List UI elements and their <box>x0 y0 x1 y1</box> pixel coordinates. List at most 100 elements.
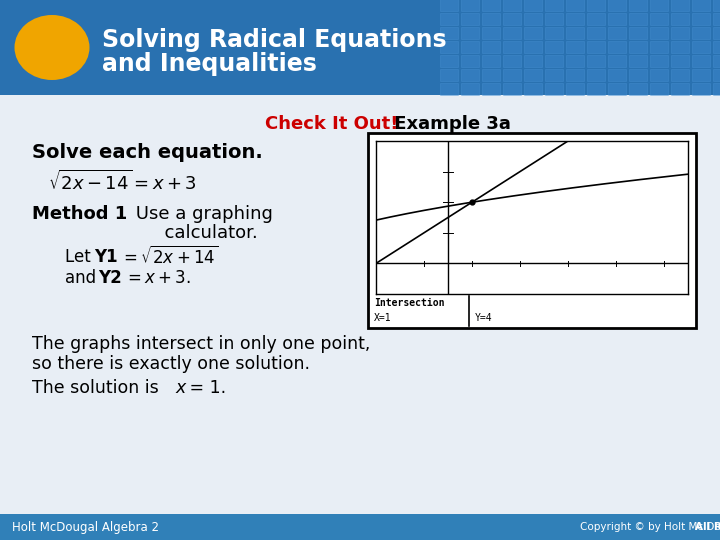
Bar <box>713 69 720 81</box>
Bar <box>440 83 458 95</box>
Bar <box>566 41 584 53</box>
Bar <box>671 83 689 95</box>
Text: $= \sqrt{2x+14}$: $= \sqrt{2x+14}$ <box>115 246 218 268</box>
Text: Example 3a: Example 3a <box>388 115 511 133</box>
Bar <box>671 27 689 39</box>
Bar <box>440 41 458 53</box>
Bar <box>587 0 605 11</box>
Text: Method 1: Method 1 <box>32 205 127 223</box>
Bar <box>0 95 720 514</box>
Bar <box>461 55 479 67</box>
Ellipse shape <box>14 15 89 80</box>
Bar <box>650 69 668 81</box>
Bar <box>587 41 605 53</box>
Text: and Inequalities: and Inequalities <box>102 52 317 76</box>
Bar <box>629 69 647 81</box>
Text: Intersection: Intersection <box>374 298 444 308</box>
Bar <box>503 55 521 67</box>
Bar <box>545 0 563 11</box>
Bar <box>692 69 710 81</box>
Bar <box>461 69 479 81</box>
Bar <box>692 0 710 11</box>
Text: Y2: Y2 <box>98 269 122 287</box>
Bar <box>650 83 668 95</box>
Bar <box>524 41 542 53</box>
Bar <box>524 27 542 39</box>
Bar <box>524 55 542 67</box>
Text: X=1: X=1 <box>374 313 392 323</box>
Text: The solution is: The solution is <box>32 379 164 397</box>
Bar <box>650 27 668 39</box>
Text: Let: Let <box>65 248 96 266</box>
Bar <box>608 13 626 25</box>
Bar <box>524 83 542 95</box>
Bar <box>440 69 458 81</box>
Bar <box>440 55 458 67</box>
Bar <box>650 55 668 67</box>
Bar <box>629 41 647 53</box>
Bar <box>503 83 521 95</box>
Bar <box>692 13 710 25</box>
Bar <box>461 13 479 25</box>
Bar <box>608 55 626 67</box>
Bar <box>503 69 521 81</box>
Bar <box>545 41 563 53</box>
Bar <box>671 69 689 81</box>
Bar <box>482 0 500 11</box>
Bar <box>0 0 720 95</box>
Bar <box>587 27 605 39</box>
Text: so there is exactly one solution.: so there is exactly one solution. <box>32 355 310 373</box>
Text: calculator.: calculator. <box>130 224 258 242</box>
Bar <box>566 27 584 39</box>
Bar <box>692 27 710 39</box>
Bar <box>566 55 584 67</box>
Bar <box>482 69 500 81</box>
Text: Y1: Y1 <box>94 248 117 266</box>
Bar <box>692 83 710 95</box>
Text: x: x <box>175 379 185 397</box>
Text: $= x +3.$: $= x +3.$ <box>119 269 191 287</box>
Bar <box>629 13 647 25</box>
Bar <box>650 0 668 11</box>
Bar <box>713 13 720 25</box>
Bar <box>608 41 626 53</box>
Bar <box>503 0 521 11</box>
Text: The graphs intersect in only one point,: The graphs intersect in only one point, <box>32 335 370 353</box>
Bar <box>545 27 563 39</box>
Bar <box>566 13 584 25</box>
Bar <box>629 55 647 67</box>
Bar <box>713 55 720 67</box>
Bar <box>587 69 605 81</box>
Bar <box>650 13 668 25</box>
Bar <box>461 0 479 11</box>
Bar <box>461 83 479 95</box>
Bar <box>608 83 626 95</box>
Text: $\sqrt{2x-14}$$= x+3$: $\sqrt{2x-14}$$= x+3$ <box>48 170 197 194</box>
Bar <box>671 13 689 25</box>
Bar <box>545 83 563 95</box>
Bar <box>713 41 720 53</box>
Bar <box>503 27 521 39</box>
Text: Check It Out!: Check It Out! <box>265 115 398 133</box>
Bar <box>0 514 720 540</box>
Text: Holt McDougal Algebra 2: Holt McDougal Algebra 2 <box>12 521 159 534</box>
Bar <box>671 41 689 53</box>
Bar <box>503 41 521 53</box>
Text: All Rights Reserved.: All Rights Reserved. <box>695 522 720 532</box>
Bar <box>482 83 500 95</box>
Text: Solving Radical Equations: Solving Radical Equations <box>102 28 446 52</box>
Bar <box>482 55 500 67</box>
Bar <box>566 0 584 11</box>
Bar <box>713 0 720 11</box>
Bar <box>545 13 563 25</box>
Bar <box>545 69 563 81</box>
Bar <box>524 69 542 81</box>
Text: = 1.: = 1. <box>184 379 226 397</box>
Bar <box>566 83 584 95</box>
Bar <box>545 55 563 67</box>
Bar <box>461 41 479 53</box>
Text: and: and <box>65 269 102 287</box>
Bar <box>692 41 710 53</box>
Bar <box>629 27 647 39</box>
Bar <box>608 27 626 39</box>
